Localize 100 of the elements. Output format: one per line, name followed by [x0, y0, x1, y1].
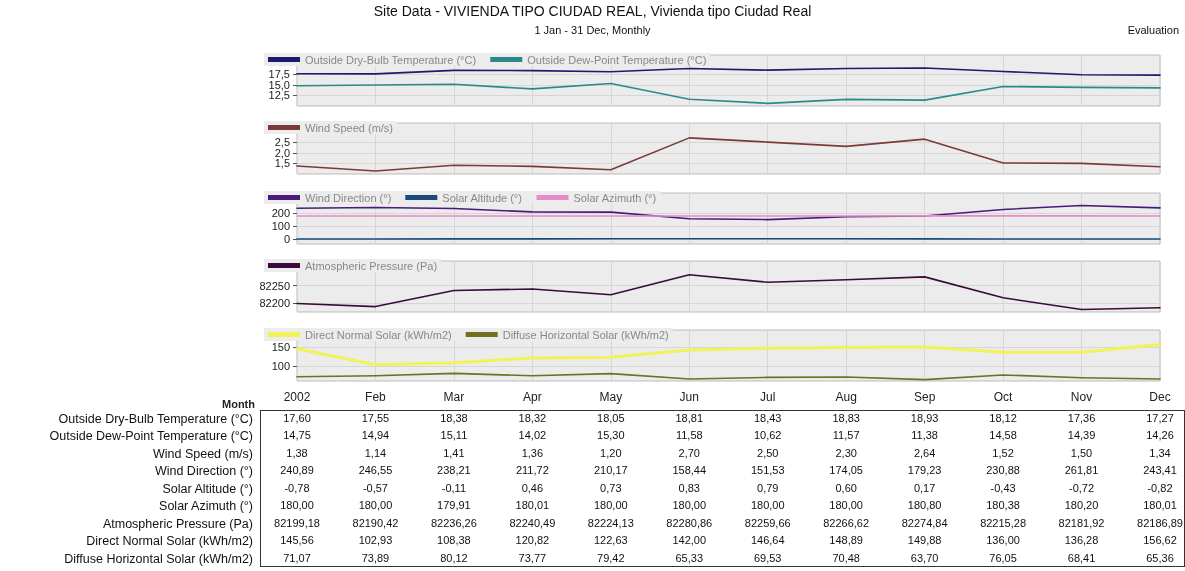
data-label: 17,27	[1146, 412, 1174, 424]
data-label: 14,94	[361, 429, 390, 442]
data-label: 146,64	[750, 534, 785, 547]
y-tick-label: 150	[271, 341, 290, 353]
data-label: -0,72	[1068, 481, 1095, 494]
data-label: 82280,86	[666, 516, 713, 529]
data-label: 1,36	[521, 446, 544, 459]
x-tick-label: Mar	[443, 390, 465, 404]
data-label: 151,53	[750, 464, 785, 477]
y-tick-label: 12,5	[268, 89, 290, 102]
data-label: 0,17	[913, 481, 936, 494]
data-label: 136,00	[986, 534, 1020, 547]
data-label: 0,73	[600, 481, 622, 494]
data-label: 1,50	[1070, 446, 1093, 459]
data-label: 73,77	[518, 551, 547, 564]
data-label: 14,75	[283, 429, 311, 442]
data-label: 79,42	[597, 551, 625, 564]
x-tick-label: 2002	[283, 390, 311, 404]
legend-label: Outside Dry-Bulb Temperature (°C)	[305, 53, 477, 66]
data-label: 2,30	[835, 446, 857, 459]
x-axis-title: Month	[222, 398, 255, 410]
y-tick-label: 100	[271, 220, 290, 233]
data-label: 14,39	[1067, 429, 1096, 442]
data-label: 17,60	[283, 412, 311, 424]
text: Wind Direction (°)	[154, 464, 253, 479]
data-label: 73,89	[361, 551, 390, 564]
data-label: 0,46	[521, 481, 544, 494]
data-label: 2,70	[678, 446, 700, 459]
data-label: 180,00	[358, 499, 393, 512]
text: Direct Normal Solar (kWh/m2)	[86, 534, 253, 549]
y-tick-label: 15,0	[268, 78, 290, 91]
data-label: 180,00	[280, 499, 314, 512]
data-label: 17,55	[361, 412, 390, 424]
data-label: 148,89	[829, 534, 863, 547]
legend-label: Wind Speed (m/s)	[305, 121, 394, 134]
x-tick-label: Sep	[913, 390, 936, 404]
data-label: 18,93	[910, 412, 939, 424]
data-label: 18,83	[832, 412, 860, 424]
x-tick-label: May	[599, 390, 623, 404]
data-label: 108,38	[437, 534, 471, 547]
data-label: 1,41	[443, 446, 465, 459]
chart-title: Site Data - VIVIENDA TIPO CIUDAD REAL, Vivienda tipo Ciudad Real	[372, 3, 813, 19]
text: Solar Azimuth (°)	[159, 499, 253, 514]
data-label: 11,38	[911, 429, 938, 442]
data-label: 18,32	[518, 412, 547, 424]
data-label: 82199,18	[274, 516, 320, 529]
data-label: 179,91	[437, 499, 471, 512]
data-label: 1,14	[364, 446, 387, 459]
data-label: 14,02	[518, 429, 547, 442]
data-label: 238,21	[437, 464, 471, 477]
legend-label: Wind Direction (°)	[305, 191, 392, 204]
legend-label: Solar Azimuth (°)	[573, 191, 657, 204]
data-label: 180,00	[829, 499, 863, 512]
data-label: 0,83	[678, 481, 700, 494]
data-label: 2,50	[757, 446, 779, 459]
data-label: 1,38	[286, 446, 308, 459]
text: Diffuse Horizontal Solar (kWh/m2)	[64, 551, 253, 566]
y-tick-label: 100	[271, 359, 290, 372]
x-tick-label: Feb	[365, 390, 387, 404]
data-label: 65,33	[675, 551, 704, 564]
x-tick-label: Apr	[523, 390, 542, 404]
line-series	[296, 273, 1161, 311]
line-series	[296, 82, 1161, 105]
data-label: 11,57	[832, 429, 860, 442]
data-label: 180,00	[750, 499, 785, 512]
data-label: 18,38	[440, 412, 468, 424]
y-tick-label: 1,5	[274, 157, 290, 170]
data-label: 122,63	[593, 534, 628, 547]
x-tick-label: Aug	[835, 390, 857, 404]
text: Wind Speed (m/s)	[152, 446, 253, 461]
data-label: 82181,92	[1058, 516, 1105, 529]
data-label: 120,82	[515, 534, 550, 547]
data-label: 63,70	[910, 551, 939, 564]
y-tick-label: 17,5	[268, 68, 290, 81]
data-label: 261,81	[1064, 464, 1099, 477]
text: Atmospheric Pressure (Pa)	[102, 516, 253, 531]
data-label: 180,01	[1143, 499, 1177, 512]
data-label: 18,12	[989, 412, 1017, 424]
line-series	[296, 67, 1161, 76]
text: Solar Altitude (°)	[162, 481, 253, 496]
legend-label: Solar Altitude (°)	[442, 191, 522, 204]
line-series	[296, 137, 1161, 172]
data-label: 180,01	[515, 499, 550, 512]
data-label: 82215,28	[980, 516, 1027, 529]
data-label: 82274,84	[901, 516, 948, 529]
data-label: 180,80	[907, 499, 942, 512]
data-label: 10,62	[753, 429, 782, 442]
data-label: 15,30	[597, 429, 625, 442]
data-label: 82236,26	[430, 516, 477, 529]
data-label: 2,64	[913, 446, 936, 459]
data-label: 71,07	[283, 551, 311, 564]
data-label: 18,81	[675, 412, 704, 424]
data-label: 158,44	[672, 464, 707, 477]
data-label: 174,05	[829, 464, 863, 477]
data-label: 136,28	[1064, 534, 1099, 547]
data-label: 65,36	[1146, 551, 1174, 564]
data-label: 17,36	[1067, 412, 1096, 424]
data-label: 1,20	[600, 446, 622, 459]
data-label: 82266,62	[823, 516, 870, 529]
data-label: 149,88	[907, 534, 942, 547]
